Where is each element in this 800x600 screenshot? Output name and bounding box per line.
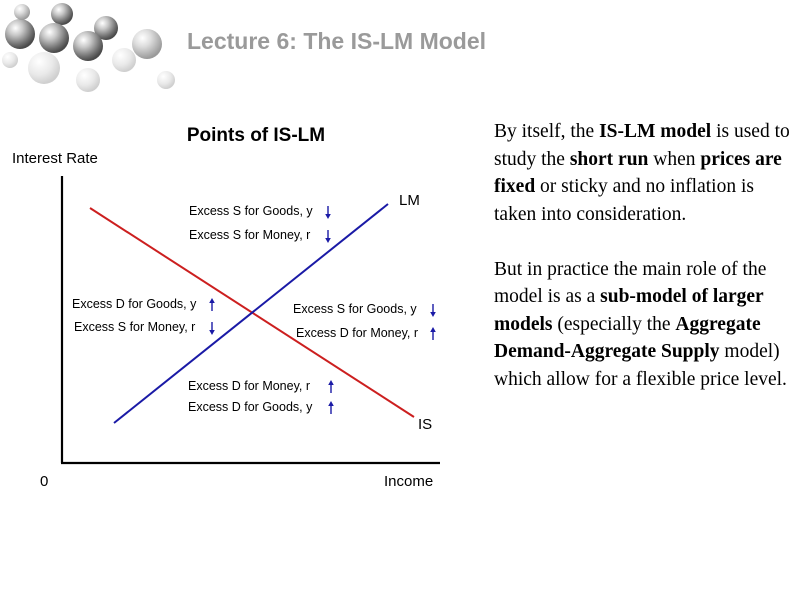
region-top-goods-label: Excess S for Goods, y (189, 204, 313, 218)
arrow-down-icon (430, 304, 436, 317)
sphere (28, 52, 60, 84)
diagram-title: Points of IS-LM (187, 125, 325, 146)
region-top-money-label: Excess S for Money, r (189, 228, 310, 242)
arrow-down-icon (325, 230, 331, 243)
sphere (157, 71, 175, 89)
paragraph-1: By itself, the IS-LM model is used to st… (494, 118, 794, 228)
arrow-up-icon (328, 401, 334, 414)
sphere (5, 19, 35, 49)
arrow-down-icon (209, 322, 215, 335)
sphere (76, 68, 100, 92)
region-left-goods-label: Excess D for Goods, y (72, 297, 197, 311)
origin-label: 0 (40, 473, 48, 490)
is-curve-label: IS (418, 416, 432, 433)
sphere (2, 52, 18, 68)
is-lm-diagram: Points of IS-LM Interest Rate 0 Income L… (12, 125, 440, 490)
x-axis-label: Income (384, 473, 433, 490)
sphere (73, 31, 103, 61)
sphere (132, 29, 162, 59)
explanation-text: By itself, the IS-LM model is used to st… (494, 118, 794, 393)
text-run: or sticky and no inflation is taken into… (494, 176, 754, 225)
region-bottom-money-label: Excess D for Money, r (188, 379, 310, 393)
arrow-up-icon (328, 380, 334, 393)
y-axis-label: Interest Rate (12, 150, 98, 167)
sphere (14, 4, 30, 20)
text-run: (especially the (552, 313, 676, 335)
bold-term: sub-model of larger models (494, 286, 764, 335)
bold-term: IS-LM model (599, 121, 712, 142)
region-right-money-label: Excess D for Money, r (296, 326, 418, 340)
text-run: is used to study the (494, 121, 790, 170)
arrow-up-icon (430, 327, 436, 340)
sphere (112, 48, 136, 72)
text-run: By itself, the (494, 121, 600, 142)
region-bottom-goods-label: Excess D for Goods, y (188, 400, 313, 414)
slide-title: Lecture 6: The IS-LM Model (187, 28, 487, 54)
bold-term: prices are fixed (494, 148, 782, 198)
sphere (94, 16, 118, 40)
sphere (39, 23, 69, 53)
paragraph-2: But in practice the main role of the mod… (494, 256, 794, 394)
lm-curve-label: LM (399, 192, 420, 209)
lm-curve (113, 203, 389, 424)
bold-term: short run (569, 148, 649, 170)
region-left-money-label: Excess S for Money, r (74, 320, 195, 334)
text-run: when (648, 148, 701, 170)
sphere (51, 3, 73, 25)
arrow-down-icon (325, 206, 331, 219)
arrow-up-icon (209, 298, 215, 311)
region-right-goods-label: Excess S for Goods, y (293, 302, 417, 316)
text-run: model) which allow for a flexible price … (494, 341, 787, 390)
bold-term: Aggregate Demand-Aggregate Supply (494, 313, 761, 363)
logo-spheres (2, 3, 175, 92)
text-run: But in practice the main role of the mod… (494, 258, 767, 308)
